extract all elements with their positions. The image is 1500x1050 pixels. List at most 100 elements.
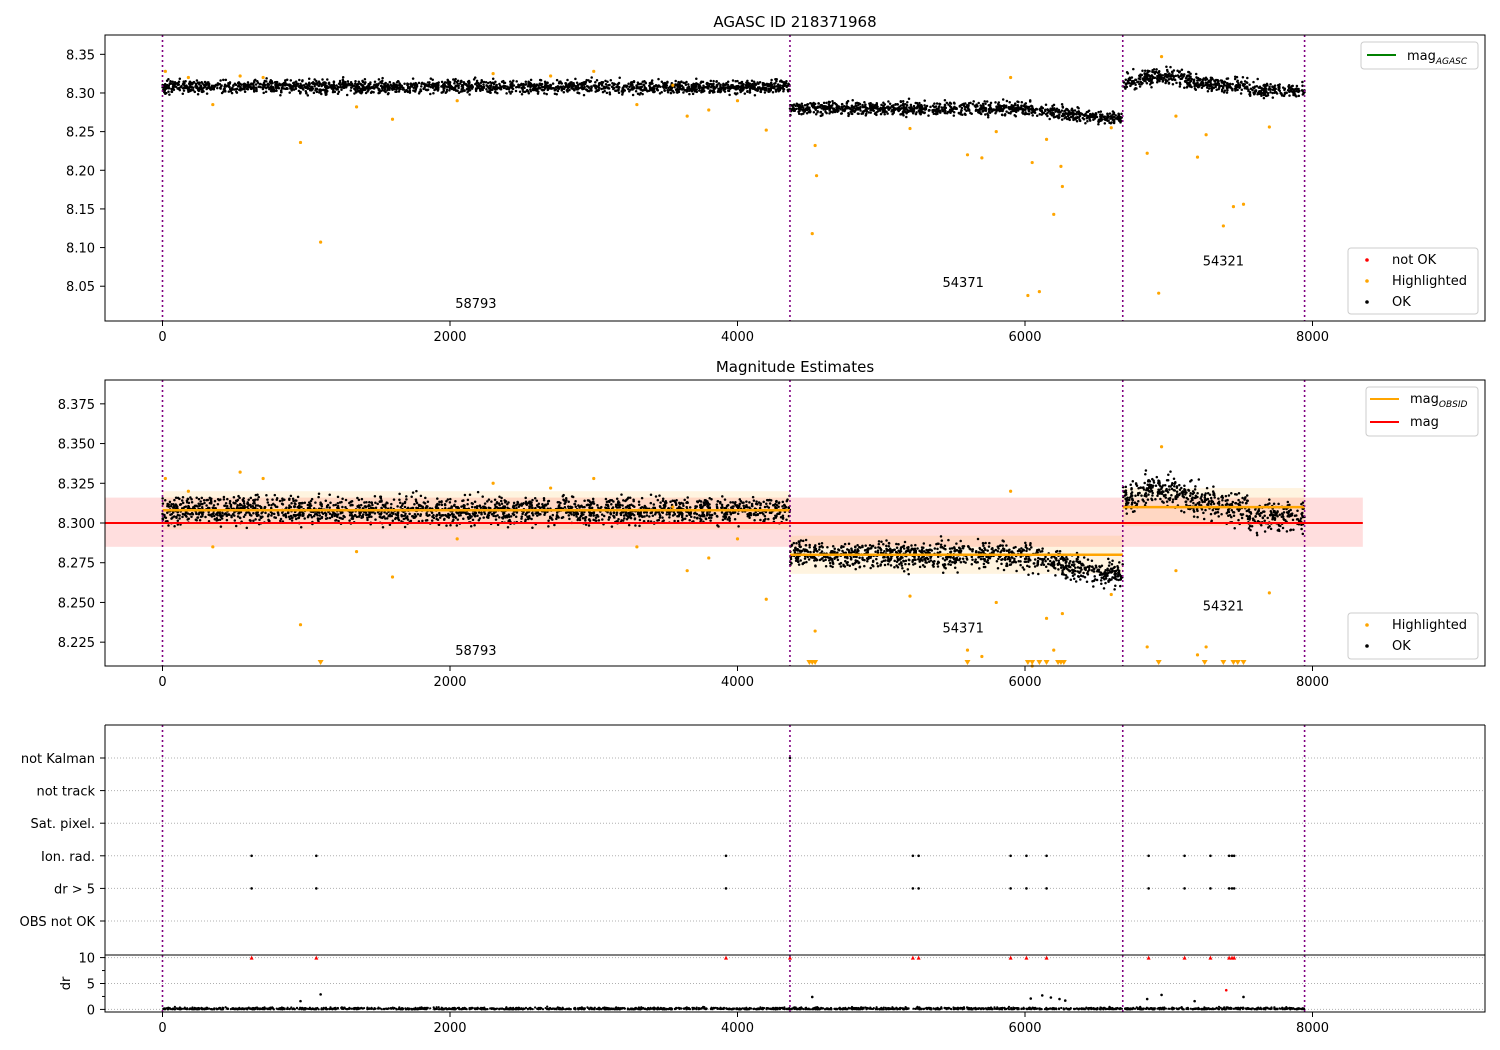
ok-point — [901, 112, 905, 116]
ok-point — [1214, 78, 1218, 82]
ok-point — [629, 88, 632, 91]
ok-point — [735, 84, 739, 88]
ok-point — [168, 82, 172, 85]
ok-point — [314, 87, 318, 90]
ok-point — [449, 523, 452, 527]
ok-point — [190, 515, 193, 518]
ok-point — [879, 112, 883, 116]
highlighted-point — [735, 99, 740, 103]
ok-point — [391, 519, 395, 523]
ok-point — [582, 83, 586, 86]
ok-point — [455, 524, 459, 527]
ok-point — [685, 501, 688, 505]
ok-point — [565, 89, 569, 92]
ok-point — [468, 93, 471, 96]
ok-point — [825, 111, 828, 115]
ok-point — [688, 519, 691, 522]
ok-point — [332, 80, 336, 83]
ok-point — [562, 85, 565, 88]
ok-point — [1014, 114, 1018, 118]
ok-point — [985, 100, 989, 103]
ok-point — [447, 83, 450, 86]
ok-point — [699, 81, 703, 85]
ok-point — [1141, 69, 1144, 72]
ok-point — [197, 497, 201, 501]
ok-point — [647, 519, 650, 523]
ok-point — [555, 93, 558, 96]
ok-point — [759, 518, 762, 522]
ok-point — [943, 99, 947, 102]
ok-point — [1283, 91, 1287, 95]
ok-point — [1057, 108, 1061, 112]
ok-point — [1030, 104, 1033, 108]
ok-point — [226, 497, 229, 501]
ok-point — [943, 106, 946, 109]
ok-point — [200, 81, 203, 84]
ok-point — [634, 90, 638, 93]
ok-point — [375, 85, 379, 88]
ok-point — [460, 83, 464, 87]
ok-point — [1212, 83, 1216, 86]
ok-point — [674, 83, 677, 86]
ok-point — [1220, 88, 1224, 91]
ok-point — [802, 108, 806, 112]
ok-point — [317, 80, 321, 83]
ok-point — [408, 89, 412, 93]
ok-point — [586, 499, 590, 502]
ok-point — [722, 515, 725, 518]
ok-point — [1165, 75, 1168, 78]
ok-point — [805, 108, 809, 112]
ok-point — [1228, 85, 1231, 89]
ok-point — [395, 88, 398, 91]
ok-point — [668, 88, 671, 92]
ok-point — [1046, 108, 1049, 111]
ok-point — [434, 505, 438, 509]
ok-point — [493, 82, 496, 85]
ok-point — [175, 516, 178, 520]
highlighted-point — [764, 128, 768, 132]
ok-point — [863, 101, 866, 104]
ok-point — [345, 93, 349, 97]
ok-point — [417, 92, 421, 95]
ok-point — [368, 86, 372, 89]
ok-point — [457, 84, 460, 88]
ok-point — [323, 81, 326, 84]
ok-point — [329, 501, 332, 505]
ok-point — [262, 81, 266, 84]
ok-point — [282, 87, 286, 90]
ok-point — [361, 79, 364, 83]
ok-point — [489, 81, 492, 84]
ok-point — [383, 83, 386, 86]
ok-point — [1292, 88, 1295, 91]
ok-point — [501, 517, 505, 520]
ok-point — [357, 515, 361, 518]
ok-point — [410, 83, 413, 87]
highlighted-point — [1026, 293, 1030, 298]
ok-point — [742, 501, 745, 504]
ok-point — [1264, 94, 1268, 98]
ok-point — [174, 503, 178, 506]
ok-point — [362, 88, 365, 92]
ok-point — [411, 77, 415, 80]
ok-point — [580, 81, 583, 85]
ok-point — [398, 498, 401, 502]
ok-point — [925, 104, 929, 108]
ok-point — [875, 113, 878, 117]
ok-point — [341, 78, 345, 82]
ok-point — [432, 84, 435, 88]
ok-point — [1103, 122, 1107, 125]
ok-point — [805, 111, 809, 115]
highlighted-point — [211, 102, 215, 107]
ok-point — [787, 82, 790, 86]
ok-point — [297, 85, 301, 88]
ok-point — [949, 110, 953, 113]
ok-point — [617, 81, 621, 85]
ok-point — [589, 80, 593, 83]
ok-point — [167, 90, 170, 94]
ok-point — [181, 501, 185, 505]
ok-point — [989, 101, 993, 105]
ok-point — [567, 514, 571, 517]
ok-point — [574, 77, 577, 81]
ok-point — [500, 502, 504, 506]
ok-point — [386, 92, 390, 96]
